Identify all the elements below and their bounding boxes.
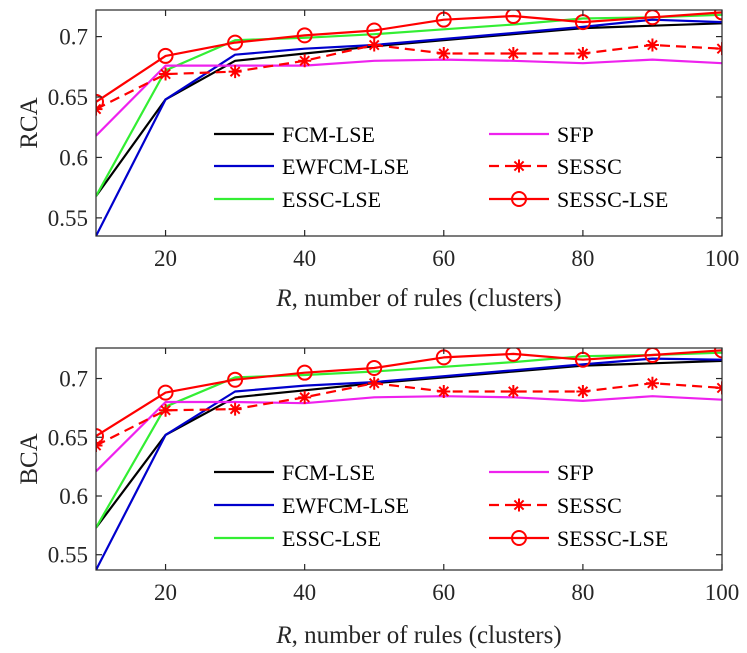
series-line-essc-lse [96, 351, 722, 529]
series-line-sfp [96, 58, 722, 137]
series-line-ewfcm-lse [96, 18, 722, 236]
y-tick-label: 0.6 [59, 145, 88, 170]
data-point-sessc [367, 38, 381, 52]
data-point-sessc [228, 402, 242, 416]
plot-area [96, 348, 722, 570]
series-line-sessc-lse [96, 11, 722, 103]
data-point-sessc-lse [157, 384, 174, 401]
x-tick-label: 100 [705, 580, 740, 605]
series-line-fcm-lse [96, 359, 722, 529]
data-point-sessc [506, 384, 520, 398]
x-tick-label: 80 [571, 580, 594, 605]
data-point-sessc [645, 376, 659, 390]
legend-marker-sessc-lse [511, 530, 527, 546]
data-point-sessc [506, 47, 520, 61]
y-axis-label: RCA [16, 97, 43, 148]
data-point-sessc [437, 47, 451, 61]
series-line-sessc [96, 382, 722, 447]
chart-panel-rca: 20 40 60 80 100 0.55 0.6 0.65 0.7 R, number of ru… [16, 9, 740, 312]
data-point-sessc [298, 390, 312, 404]
legend-label-ewfcm-lse: EWFCM-LSE [282, 154, 409, 179]
data-point-sessc [437, 384, 451, 398]
data-point-sessc-lse [366, 359, 383, 376]
legend-marker-sessc-lse [511, 191, 527, 207]
series-line-sessc [96, 43, 722, 111]
legend-marker-sessc [512, 159, 526, 173]
data-point-sessc-lse [227, 371, 244, 388]
y-tick-label: 0.55 [48, 206, 88, 231]
legend-label-sfp: SFP [557, 122, 594, 147]
legend-label-sessc: SESSC [557, 493, 622, 518]
legend-label-essc-lse: ESSC-LSE [282, 187, 381, 212]
x-axis-label-text: , number of rules (clusters) [292, 285, 562, 312]
x-axis-label: R, number of rules (clusters) [275, 285, 561, 312]
x-tick-label: 20 [154, 580, 177, 605]
legend-label-sessc-lse: SESSC-LSE [557, 526, 668, 551]
legend: FCM-LSE EWFCM-LSE ESSC-LSE SFP SESSC SESSC-LS… [214, 460, 668, 551]
y-tick-label: 0.55 [48, 543, 88, 568]
x-tick-label: 20 [154, 246, 177, 271]
y-axis-label: BCA [16, 433, 43, 484]
series-line-essc-lse [96, 13, 722, 197]
legend-label-sfp: SFP [557, 460, 594, 485]
data-point-sessc [576, 47, 590, 61]
series-line-ewfcm-lse [96, 357, 722, 570]
x-axis-label: R, number of rules (clusters) [275, 622, 561, 649]
x-axis-label-text: , number of rules (clusters) [292, 622, 562, 649]
chart-panel-bca: 20 40 60 80 100 0.55 0.6 0.65 0.7 R, number of ru… [16, 347, 740, 649]
data-point-sessc [228, 65, 242, 79]
y-tick-label: 0.6 [59, 484, 88, 509]
data-point-sessc-lse [157, 47, 174, 64]
y-tick-label: 0.65 [48, 85, 88, 110]
x-tick-label: 60 [432, 580, 455, 605]
y-tick-label: 0.65 [48, 425, 88, 450]
data-point-sessc [367, 376, 381, 390]
data-point-sessc-lse [296, 364, 313, 381]
data-point-sessc [645, 38, 659, 52]
legend: FCM-LSE EWFCM-LSE ESSC-LSE SFP SESSC SESSC-LS… [214, 122, 668, 212]
data-point-sessc-lse [505, 348, 522, 362]
axes-box [95, 347, 723, 571]
legend-label-fcm-lse: FCM-LSE [282, 122, 375, 147]
series-line-sfp [96, 395, 722, 473]
x-axis-label-variable: R [275, 622, 291, 649]
data-point-sessc [159, 67, 173, 81]
x-axis-label-variable: R [275, 285, 291, 312]
legend-label-fcm-lse: FCM-LSE [282, 460, 375, 485]
axes-box [95, 9, 723, 237]
x-tick-label: 40 [293, 246, 316, 271]
x-tick-label: 60 [432, 246, 455, 271]
y-tick-label: 0.7 [59, 25, 88, 50]
data-point-sessc [576, 384, 590, 398]
x-tick-label: 100 [705, 246, 740, 271]
data-point-sessc-lse [714, 10, 722, 21]
data-point-sessc-lse [227, 34, 244, 51]
data-point-sessc-lse [296, 27, 313, 44]
y-tick-label: 0.7 [59, 367, 88, 392]
data-point-sessc-lse [96, 93, 104, 110]
legend-marker-sessc [512, 498, 526, 512]
data-point-sessc-lse [96, 428, 104, 445]
x-tick-label: 40 [293, 580, 316, 605]
data-point-sessc [298, 54, 312, 68]
series-line-sessc-lse [96, 349, 722, 438]
x-tick-label: 80 [571, 246, 594, 271]
data-point-sessc-lse [505, 10, 522, 25]
legend-label-essc-lse: ESSC-LSE [282, 526, 381, 551]
series-line-fcm-lse [96, 22, 722, 197]
data-point-sessc-lse [714, 348, 722, 359]
data-point-sessc-lse [366, 22, 383, 39]
plot-area [96, 10, 722, 236]
legend-label-sessc: SESSC [557, 154, 622, 179]
legend-label-sessc-lse: SESSC-LSE [557, 187, 668, 212]
data-point-sessc [159, 403, 173, 417]
legend-label-ewfcm-lse: EWFCM-LSE [282, 493, 409, 518]
